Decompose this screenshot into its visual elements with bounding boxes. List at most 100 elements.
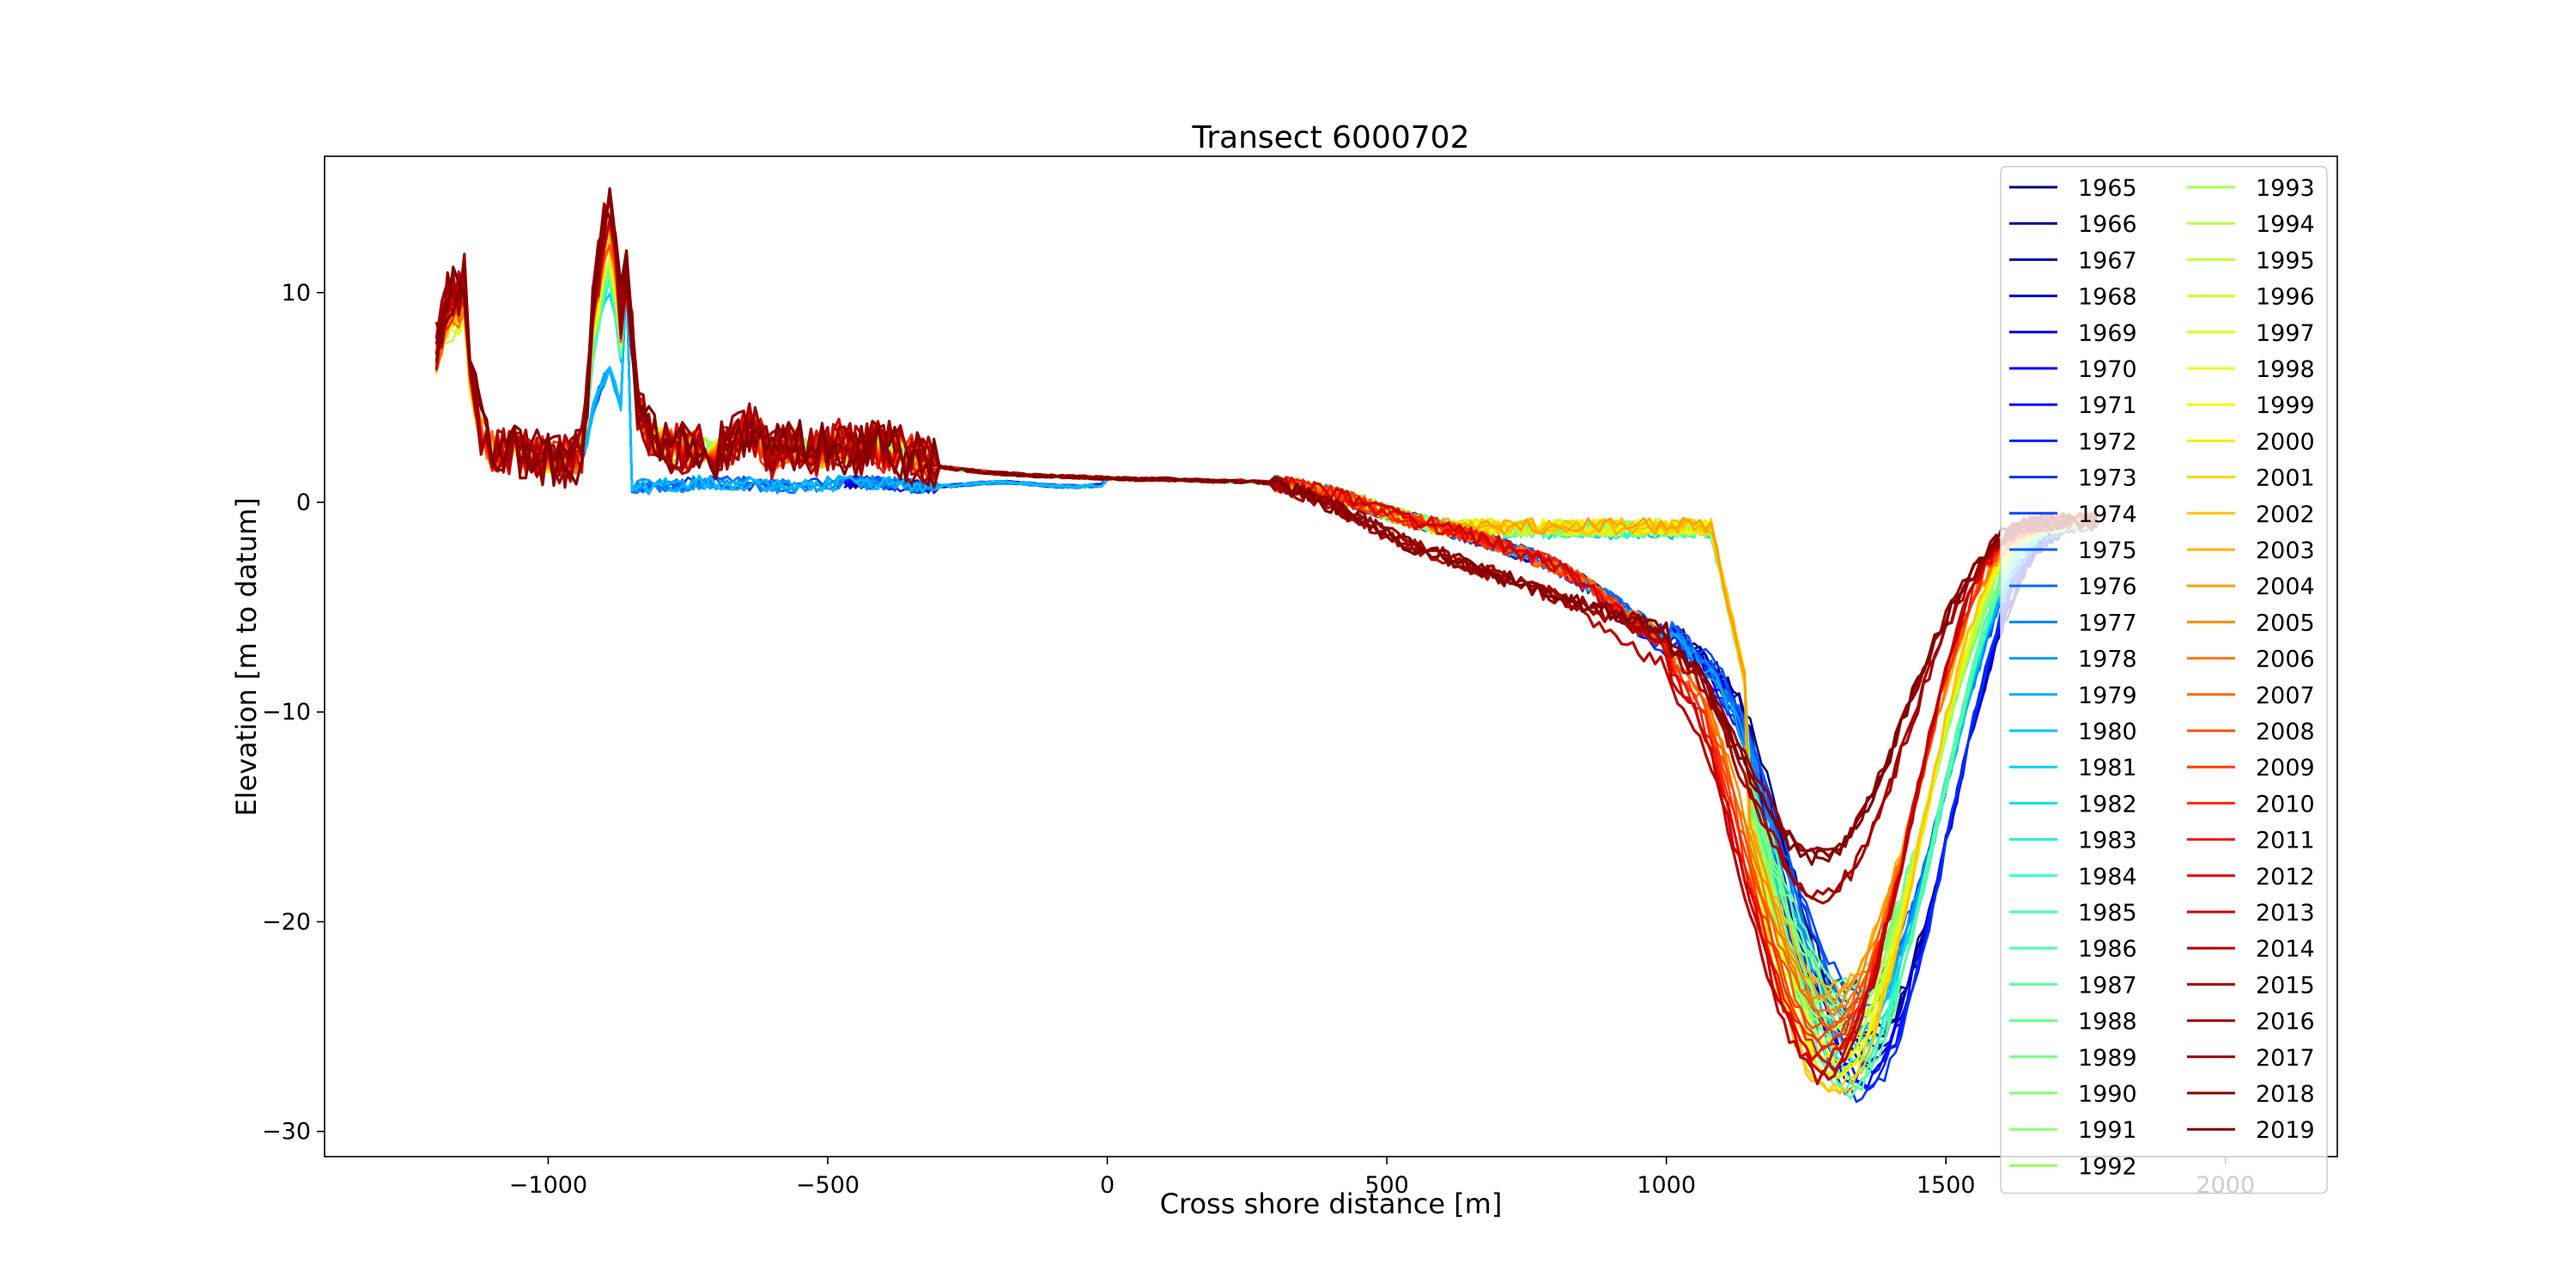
series-line-1987 (547, 265, 2099, 1101)
x-axis-label: Cross shore distance [m] (1160, 1188, 1503, 1220)
legend-label: 2002 (2256, 501, 2315, 528)
legend-label: 1970 (2078, 356, 2137, 383)
series-line-1981 (548, 267, 2098, 1052)
x-tick-label: 0 (1100, 1172, 1115, 1199)
legend-label: 1977 (2078, 610, 2137, 636)
legend-label: 2016 (2256, 1009, 2315, 1036)
legend-label: 1992 (2078, 1153, 2137, 1180)
series-line-2014 (434, 191, 2098, 1085)
legend-label: 2013 (2256, 900, 2315, 927)
series-line-1974 (575, 270, 2098, 995)
plot-area (434, 187, 2099, 1103)
legend-label: 2004 (2256, 574, 2315, 600)
series-line-1983 (547, 267, 2098, 1063)
series-line-2018 (434, 187, 2098, 863)
legend-label: 1998 (2256, 356, 2315, 383)
series-line-2019 (434, 210, 2098, 866)
series-line-1975 (575, 270, 2099, 1005)
chart-title: Transect 6000702 (1192, 120, 1470, 155)
y-tick-label: −30 (262, 1119, 311, 1145)
legend-label: 2009 (2256, 755, 2315, 781)
legend-label: 1993 (2256, 175, 2315, 202)
series-line-1993 (547, 264, 2098, 1030)
legend-label: 1982 (2078, 791, 2137, 817)
series-line-2008 (434, 243, 2098, 1030)
legend-label: 2003 (2256, 538, 2315, 564)
legend-label: 1985 (2078, 900, 2137, 927)
legend-label: 2000 (2256, 428, 2315, 455)
x-tick-label: −500 (796, 1172, 860, 1199)
axes-frame (324, 155, 2338, 1157)
series-line-2007 (434, 223, 2098, 1030)
series-line-2009 (434, 222, 2098, 1042)
series-line-2006 (434, 245, 2099, 1017)
legend-label: 2014 (2256, 936, 2315, 963)
legend-label: 2018 (2256, 1081, 2315, 1108)
legend-label: 1979 (2078, 683, 2137, 709)
legend-label: 2017 (2256, 1045, 2315, 1072)
legend-label: 1978 (2078, 647, 2137, 673)
y-tick-label: −20 (262, 908, 311, 935)
series-line-2004 (434, 246, 2099, 1005)
x-tick-label: 1000 (1637, 1172, 1696, 1199)
series-line-2017 (434, 206, 2099, 853)
legend-label: 1973 (2078, 465, 2137, 492)
series-line-2015 (434, 202, 2098, 900)
legend-label: 2010 (2256, 791, 2315, 817)
legend-label: 1965 (2078, 175, 2137, 202)
series-line-1994 (548, 263, 2099, 1036)
legend-label: 1969 (2078, 320, 2137, 347)
legend-label: 1987 (2078, 972, 2137, 999)
legend-label: 1971 (2078, 392, 2137, 419)
legend-label: 1967 (2078, 247, 2137, 274)
legend-label: 1989 (2078, 1045, 2137, 1072)
series-line-2011 (434, 220, 2098, 1056)
series-line-2001 (434, 232, 2098, 1096)
series-line-1973 (575, 271, 2098, 1103)
legend-label: 1968 (2078, 284, 2137, 311)
series-line-1979 (575, 267, 2099, 1036)
legend-label: 1986 (2078, 936, 2137, 963)
legend-label: 1988 (2078, 1009, 2137, 1036)
legend-label: 2011 (2256, 828, 2315, 854)
legend-label: 1980 (2078, 719, 2137, 745)
series-line-1996 (434, 255, 2098, 1056)
legend-label: 1999 (2256, 392, 2315, 419)
legend-label: 1994 (2256, 211, 2315, 238)
y-tick-label: 10 (282, 280, 311, 307)
series-line-1998 (435, 249, 2098, 1066)
legend-label: 1975 (2078, 538, 2137, 564)
legend-label: 1984 (2078, 864, 2137, 890)
x-tick-label: −1000 (509, 1172, 587, 1199)
legend-label: 1981 (2078, 755, 2137, 781)
legend-label: 1997 (2256, 320, 2315, 347)
x-tick-label: 500 (1364, 1172, 1409, 1199)
series-line-1982 (548, 267, 2098, 1059)
legend-label: 2019 (2256, 1117, 2315, 1144)
legend-label: 1990 (2078, 1081, 2137, 1108)
legend-label: 1974 (2078, 501, 2137, 528)
y-tick-label: 0 (296, 489, 311, 516)
series-line-1984 (547, 266, 2098, 1073)
series-line-1992 (547, 260, 2098, 1018)
legend-label: 2006 (2256, 647, 2315, 673)
series-line-2012 (435, 195, 2098, 1065)
legend-label: 1976 (2078, 574, 2137, 600)
legend-label: 2012 (2256, 864, 2315, 890)
legend-label: 1966 (2078, 211, 2137, 238)
series-line-1989 (547, 265, 2098, 997)
series-line-1980 (575, 266, 2098, 1036)
legend-label: 1983 (2078, 828, 2137, 854)
series-line-1988 (547, 265, 2098, 988)
legend-box (2000, 166, 2328, 1194)
y-axis-label: Elevation [m to datum] (230, 497, 263, 816)
series-line-1976 (574, 270, 2098, 1005)
series-line-1995 (434, 243, 2098, 1048)
x-tick-label: 1500 (1917, 1172, 1976, 1199)
series-line-2005 (434, 226, 2099, 1012)
series-line-1991 (547, 257, 2098, 1017)
series-line-2003 (435, 229, 2099, 995)
legend-label: 2001 (2256, 465, 2315, 492)
legend-label: 1996 (2256, 284, 2315, 311)
